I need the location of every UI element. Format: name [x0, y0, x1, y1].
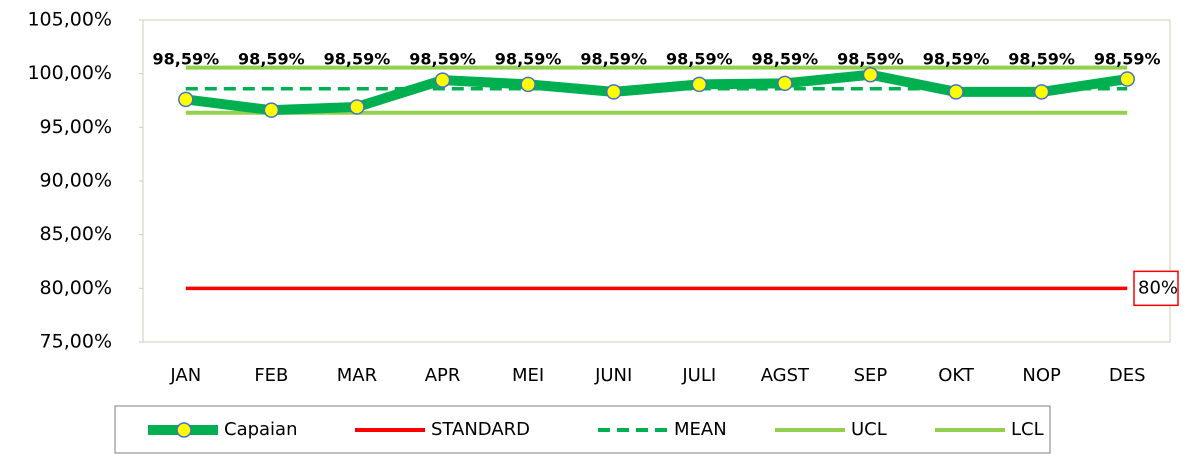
data-label: 98,59% [837, 49, 904, 68]
legend-label: LCL [1011, 419, 1044, 440]
y-tick-label: 95,00% [40, 116, 112, 138]
series-line [185, 69, 1128, 116]
x-tick-label: JULI [681, 365, 716, 386]
y-tick-label: 80,00% [40, 277, 112, 299]
y-tick-label: 105,00% [27, 9, 112, 31]
data-label: 98,59% [752, 49, 819, 68]
data-label: 98,59% [923, 49, 990, 68]
legend-label: Capaian [224, 419, 298, 440]
data-label: 98,59% [238, 49, 305, 68]
x-tick-label: AGST [761, 365, 810, 386]
x-tick-label: JAN [169, 365, 201, 386]
data-label-box [1133, 270, 1179, 307]
legend-label: UCL [851, 419, 887, 440]
legend-label: STANDARD [431, 419, 530, 440]
point-marker [691, 76, 708, 93]
data-label: 98,59% [409, 49, 476, 68]
legend-marker [176, 422, 192, 438]
y-tick-label: 75,00% [40, 331, 112, 353]
data-label: 98,59% [1008, 49, 1075, 68]
x-tick-label: MAR [337, 365, 377, 386]
point-marker [178, 91, 194, 108]
x-tick-label: JUNI [594, 365, 632, 386]
point-marker [1119, 71, 1135, 87]
y-tick-label: 100,00% [27, 62, 112, 84]
x-tick-label: OKT [938, 365, 975, 386]
y-tick-label: 90,00% [40, 170, 112, 192]
point-marker [605, 84, 622, 100]
point-marker [777, 75, 793, 92]
point-marker [862, 66, 879, 83]
point-marker [520, 76, 536, 93]
data-label: 98,59% [324, 49, 391, 68]
data-label: 98,59% [152, 49, 219, 68]
y-tick-label: 85,00% [40, 223, 112, 245]
legend-label: MEAN [674, 419, 727, 440]
point-marker [349, 99, 365, 115]
data-label: 98,59% [1094, 49, 1161, 68]
point-marker [434, 72, 451, 88]
x-tick-label: NOP [1022, 365, 1061, 386]
data-label: 80% [1138, 277, 1178, 298]
x-tick-label: MEI [512, 365, 544, 386]
x-tick-label: DES [1109, 365, 1146, 386]
point-marker [263, 102, 280, 118]
x-tick-label: APR [425, 365, 461, 386]
point-marker [948, 84, 964, 100]
legend-box [114, 405, 1051, 454]
point-marker [1033, 84, 1050, 100]
data-label: 98,59% [495, 49, 562, 68]
data-label: 98,59% [580, 49, 647, 68]
x-tick-label: FEB [254, 365, 288, 386]
data-label: 98,59% [666, 49, 733, 68]
x-tick-label: SEP [854, 365, 888, 386]
